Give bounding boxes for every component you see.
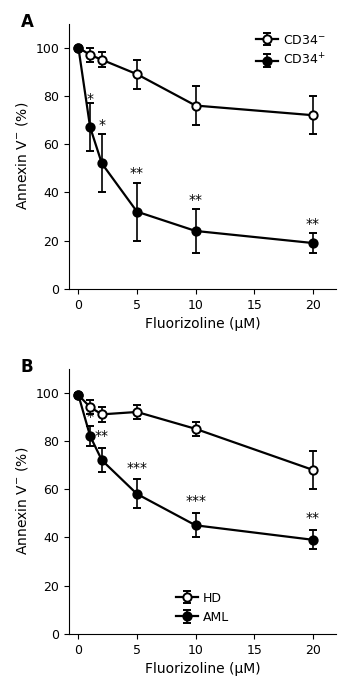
Text: **: ** [95, 429, 109, 443]
Y-axis label: Annexin V$^{-}$ (%): Annexin V$^{-}$ (%) [14, 102, 30, 210]
Text: ***: *** [185, 495, 206, 509]
Y-axis label: Annexin V$^{-}$ (%): Annexin V$^{-}$ (%) [14, 447, 30, 555]
Text: **: ** [130, 166, 144, 180]
Text: B: B [21, 358, 34, 376]
Text: ***: *** [126, 461, 147, 475]
Text: *: * [87, 92, 94, 106]
Text: A: A [21, 13, 34, 31]
X-axis label: Fluorizoline (μM): Fluorizoline (μM) [145, 662, 260, 676]
X-axis label: Fluorizoline (μM): Fluorizoline (μM) [145, 317, 260, 331]
Text: **: ** [189, 193, 203, 207]
Text: *: * [98, 118, 105, 132]
Legend: CD34$^{-}$, CD34$^{+}$: CD34$^{-}$, CD34$^{+}$ [252, 30, 330, 72]
Text: *: * [87, 410, 94, 424]
Legend: HD, AML: HD, AML [172, 588, 233, 628]
Text: **: ** [306, 511, 320, 525]
Text: **: ** [306, 217, 320, 231]
